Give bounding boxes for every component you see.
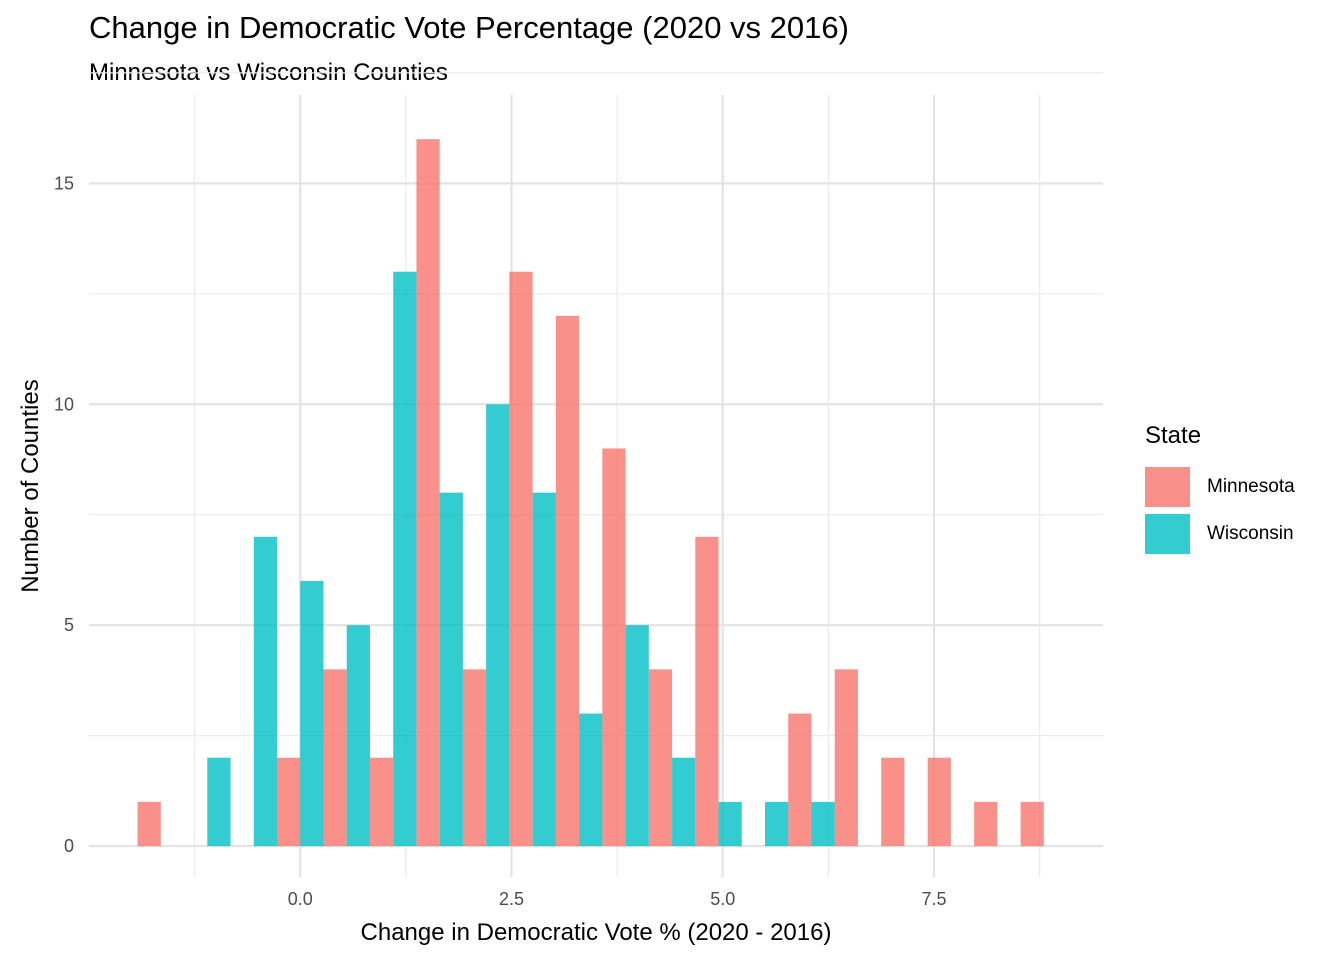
x-tick-label: 5.0 [710, 889, 735, 909]
bar-minnesota [137, 801, 161, 847]
bar-minnesota [555, 315, 580, 847]
bar-minnesota [788, 713, 812, 847]
y-tick-label: 5 [64, 615, 74, 635]
bar-wisconsin [300, 580, 324, 847]
bar-wisconsin [253, 536, 278, 847]
y-tick-label: 10 [54, 394, 74, 414]
legend: State Minnesota Wisconsin [1145, 422, 1295, 558]
x-tick-label: 7.5 [921, 889, 946, 909]
bar-minnesota [927, 757, 951, 847]
x-axis-tick-labels: 0.0 2.5 5.0 7.5 [288, 889, 947, 909]
legend-label-wisconsin: Wisconsin [1207, 522, 1294, 544]
bar-minnesota [602, 448, 626, 847]
bar-minnesota [881, 757, 905, 847]
bar-minnesota [974, 801, 998, 847]
x-axis-title: Change in Democratic Vote % (2020 - 2016… [361, 919, 832, 946]
legend-key-wisconsin [1145, 513, 1190, 554]
bar-wisconsin [393, 271, 417, 847]
bar-minnesota [1020, 801, 1044, 847]
legend-key-minnesota [1145, 466, 1190, 507]
bar-minnesota [834, 669, 858, 847]
bar-minnesota [416, 139, 440, 847]
legend-label-minnesota: Minnesota [1207, 475, 1295, 497]
chart-title: Change in Democratic Vote Percentage (20… [89, 10, 849, 45]
y-axis-tick-labels: 0 5 10 15 [54, 173, 74, 856]
bar-wisconsin [672, 757, 696, 847]
y-tick-label: 15 [54, 173, 74, 193]
bar-wisconsin [579, 713, 603, 847]
y-tick-label: 0 [64, 836, 74, 856]
x-tick-label: 2.5 [499, 889, 524, 909]
bar-wisconsin [811, 801, 835, 847]
bar-minnesota [462, 669, 487, 847]
bar-minnesota [695, 536, 719, 847]
legend-item-wisconsin: Wisconsin [1145, 511, 1295, 556]
bar-minnesota [323, 669, 347, 847]
bar-wisconsin [486, 404, 510, 847]
bar-wisconsin [439, 492, 463, 847]
bar-wisconsin [718, 801, 742, 847]
legend-title: State [1145, 422, 1202, 449]
bar-wisconsin [346, 625, 370, 847]
bar-minnesota [277, 757, 301, 847]
histogram-bars [137, 139, 1044, 847]
legend-item-minnesota: Minnesota [1145, 464, 1295, 509]
bar-minnesota [369, 757, 394, 847]
bar-wisconsin [207, 757, 231, 847]
x-tick-label: 0.0 [288, 889, 313, 909]
bar-minnesota [509, 271, 533, 847]
bar-wisconsin [625, 625, 649, 847]
bar-wisconsin [532, 492, 556, 847]
y-axis-title: Number of Counties [17, 379, 44, 592]
bar-minnesota [648, 669, 673, 847]
bar-wisconsin [765, 801, 789, 847]
